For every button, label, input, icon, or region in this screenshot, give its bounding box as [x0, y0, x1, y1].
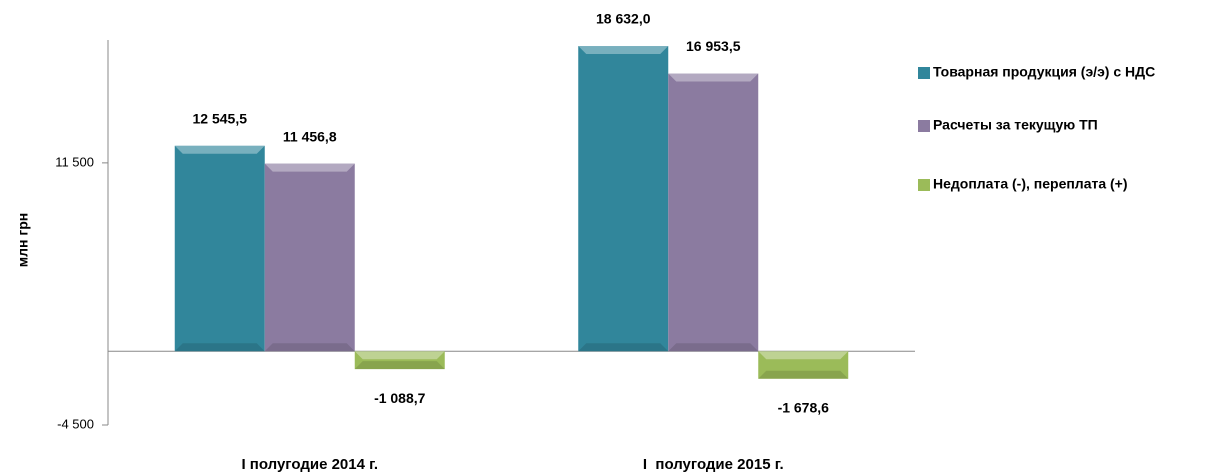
bar-bevel	[264, 163, 355, 172]
legend-swatch	[918, 120, 930, 132]
bar	[354, 351, 445, 370]
bar	[578, 46, 669, 352]
x-tick-label: I полугодие 2015 г.	[643, 456, 784, 473]
y-tick-label: -4 500	[57, 416, 94, 431]
bar-bevel	[668, 343, 759, 352]
bar-bevel	[174, 343, 265, 352]
bar-bevel	[758, 370, 849, 379]
legend-label: Недоплата (-), переплата (+)	[933, 176, 1128, 192]
bar	[758, 351, 849, 379]
data-label: 18 632,0	[596, 11, 651, 27]
bar	[668, 73, 759, 352]
legend-label: Товарная продукция (э/э) с НДС	[933, 64, 1155, 80]
data-label: -1 088,7	[374, 390, 426, 406]
y-axis-label: млн грн	[15, 213, 31, 267]
bar-bevel	[354, 361, 445, 370]
bar-bevel	[174, 145, 265, 154]
data-label: 12 545,5	[193, 110, 248, 126]
bar-bevel	[758, 351, 849, 360]
legend-swatch	[918, 179, 930, 191]
data-label: 16 953,5	[686, 38, 741, 54]
bar-bevel	[578, 343, 669, 352]
bar-bevel	[354, 351, 445, 360]
legend-swatch	[918, 67, 930, 79]
bar-bevel	[264, 343, 355, 352]
bar-bevel	[578, 46, 669, 55]
data-label: 11 456,8	[283, 128, 337, 144]
bar	[264, 163, 355, 352]
legend-label: Расчеты за текущую ТП	[933, 117, 1098, 133]
bar-bevel	[668, 73, 759, 82]
data-label: -1 678,6	[778, 399, 830, 415]
x-tick-label: I полугодие 2014 г.	[241, 456, 378, 473]
y-tick-label: 11 500	[55, 154, 94, 169]
bar	[174, 145, 265, 352]
